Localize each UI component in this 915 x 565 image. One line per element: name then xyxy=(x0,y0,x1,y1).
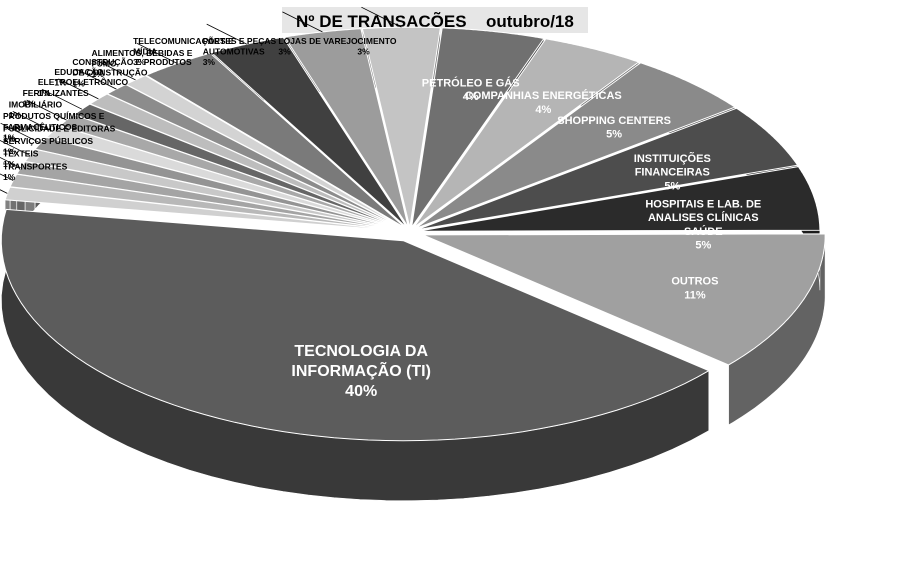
leader-line-eletroeletronico xyxy=(41,88,83,110)
label-partes-e-pecas-automotivas: PARTES E PEÇAS AUTOMOTIVAS 3% xyxy=(203,36,277,67)
label-alimentos-bebidas-e-fumo: ALIMENTOS, BEBIDAS E FUMO 1% xyxy=(92,48,193,79)
leader-line-partes-e-pecas-automotivas xyxy=(206,23,247,45)
slice-hospitais-e-lab-de-analises-clinicas-saude xyxy=(417,166,821,232)
chart-title: Nº DE TRANSAÇÕES xyxy=(296,11,467,31)
label-transportes: TRANSPORTES 1% xyxy=(3,161,68,182)
leader-line-transportes xyxy=(0,189,8,194)
label-cimento: CIMENTO 3% xyxy=(357,36,396,57)
leader-line-telecomunicacoes-e-midia xyxy=(136,43,178,64)
slice-instituicoes-financeiras xyxy=(416,107,799,231)
label-tecnologia-da-informacao-ti: TECNOLOGIA DA INFORMAÇÃO (TI) 40% xyxy=(291,343,431,400)
label-companhias-energeticas: COMPANHIAS ENERGÉTICAS 4% xyxy=(465,89,622,116)
label-servicos-publicos: SERVIÇOS PÚBLICOS 1% xyxy=(3,135,93,157)
leader-line-construcao-e-produtos-de-construcao xyxy=(76,68,117,90)
label-eletroeletronico: ELETROELETRÔNICO 1% xyxy=(38,76,129,98)
label-instituicoes-financeiras: INSTITUIÇÕES FINANCEIRAS 5% xyxy=(634,152,711,193)
label-construcao-e-produtos-de-construcao: CONSTRUÇÃO E PRODUTOS DE CONSTRUÇÃO 1% xyxy=(72,57,192,88)
label-hospitais-e-lab-de-analises-clinicas-saude: HOSPITAIS E LAB. DE ANALISES CLÍNICAS SAÚD… xyxy=(645,198,761,251)
label-educacao: EDUCAÇÃO 1% xyxy=(54,67,104,88)
slice-companhias-energeticas xyxy=(413,38,640,229)
chart-subtitle: outubro/18 xyxy=(486,12,574,31)
leader-line-produtos-quimicos-e-farmaceuticos xyxy=(0,122,41,144)
leader-line-fertilizantes xyxy=(26,99,67,121)
label-shopping-centers: SHOPPING CENTERS 5% xyxy=(557,115,671,141)
label-publicidade-e-editoras: PUBLICIDADE E EDITORAS 1% xyxy=(3,123,116,144)
label-outros: OUTROS 11% xyxy=(671,276,718,302)
label-telecomunicacoes-e-midia: TELECOMUNICAÇÕES E MÍDIA 3% xyxy=(133,36,234,67)
label-petroleo-e-gas: PETRÓLEO E GÁS 4% xyxy=(422,76,520,103)
leader-line-cimento xyxy=(361,6,402,28)
slice-labels: TECNOLOGIA DA INFORMAÇÃO (TI) 40% OUTROS 11%… xyxy=(0,6,761,400)
leader-line-imobiliario xyxy=(12,111,53,132)
label-lojas-de-varejo: LOJAS DE VAREJO 3% xyxy=(278,36,358,57)
pie-slices xyxy=(0,26,826,442)
leader-line-texteis xyxy=(0,173,14,181)
leader-line-servicos-publicos xyxy=(0,157,21,169)
label-fertilizantes: FERTILIZANTES 1% xyxy=(23,88,89,109)
slice-petroleo-e-gas xyxy=(411,27,545,228)
leader-line-publicidade-e-editoras xyxy=(0,139,30,156)
label-produtos-quimicos-e-farmaceuticos: PRODUTOS QUÍMICOS E FARMACÊUTICOS 1% xyxy=(3,111,105,142)
label-imobiliario: IMOBILIÁRIO 1% xyxy=(9,99,63,120)
slice-tecnologia-da-informacao-ti xyxy=(0,208,710,442)
leader-line-alimentos-bebidas-e-fumo xyxy=(95,59,136,81)
leader-line-lojas-de-varejo xyxy=(282,11,323,33)
slice-outros xyxy=(422,233,826,366)
slice-shopping-centers xyxy=(415,62,736,229)
leader-line-educacao xyxy=(58,78,99,100)
label-texteis: TÊXTEIS 1% xyxy=(3,148,39,170)
